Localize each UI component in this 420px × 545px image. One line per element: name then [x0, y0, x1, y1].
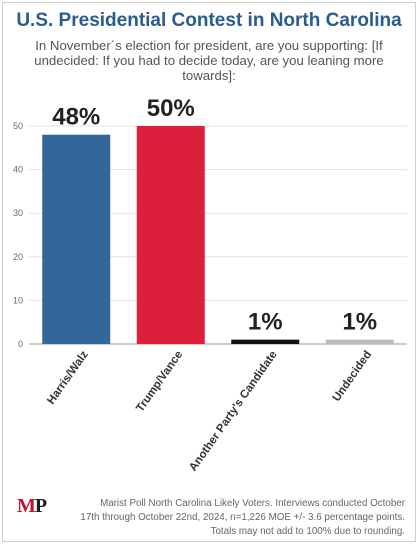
chart-card: U.S. Presidential Contest in North Carol…: [2, 2, 416, 542]
y-tick-label: 30: [13, 208, 23, 218]
source-note-line-1: Marist Poll North Carolina Likely Voters…: [100, 498, 405, 509]
x-tick-label: Harris/Walz: [45, 349, 91, 407]
data-label: 50%: [147, 95, 195, 122]
source-note-line-2: 17th through October 22nd, 2024, n=1,226…: [80, 512, 405, 523]
x-tick-label: Another Party's Candidate: [187, 349, 279, 474]
y-tick-label: 10: [13, 295, 23, 305]
bar: [136, 126, 205, 344]
data-label: 1%: [248, 309, 283, 336]
source-note: Marist Poll North Carolina Likely Voters…: [65, 497, 405, 539]
y-tick-label: 0: [18, 339, 23, 349]
poll-question: In November´s election for president, ar…: [34, 38, 384, 83]
bar-chart: 0 10 20 30 40 50 48% Harris/Walz 50% Trump/Vance 1…: [13, 95, 407, 474]
bar: [231, 339, 300, 344]
data-label: 1%: [342, 309, 377, 336]
data-label: 48%: [52, 104, 100, 131]
marist-poll-logo: MP: [17, 495, 47, 518]
x-tick-label: Undecided: [331, 349, 375, 404]
chart-title: U.S. Presidential Contest in North Carol…: [16, 10, 402, 31]
x-tick-label: Trump/Vance: [134, 349, 185, 415]
bar: [42, 134, 111, 344]
logo-m: M: [17, 495, 36, 517]
y-tick-label: 40: [13, 165, 23, 175]
bar: [325, 339, 394, 344]
logo-p: P: [34, 495, 47, 517]
source-note-line-3: Totals may not add to 100% due to roundi…: [210, 526, 405, 537]
y-tick-label: 50: [13, 121, 23, 131]
y-tick-label: 20: [13, 252, 23, 262]
